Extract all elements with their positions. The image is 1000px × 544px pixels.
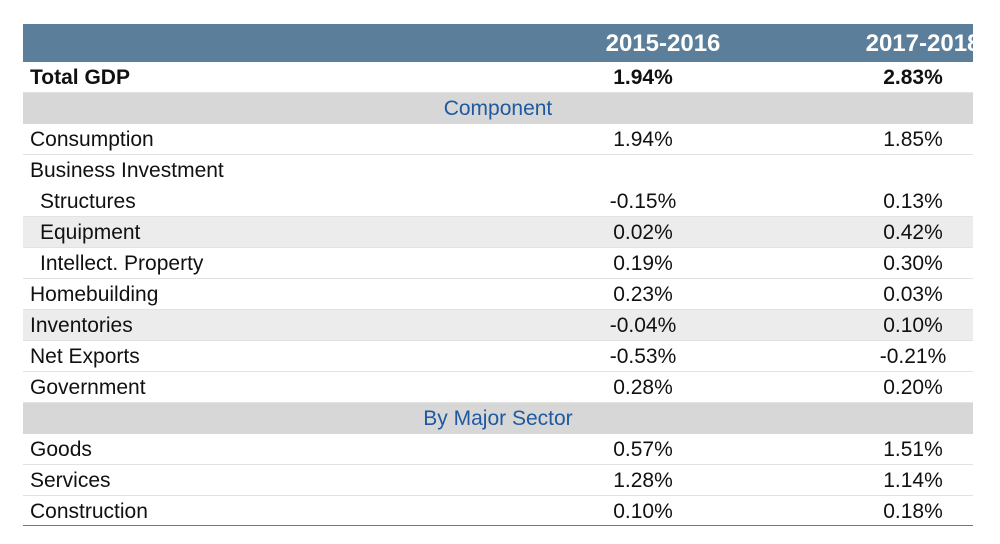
cell-2017-2018: 0.10% xyxy=(883,314,943,337)
cell-2015-2016: 0.23% xyxy=(613,283,673,306)
cell-2015-2016: 0.28% xyxy=(613,376,673,399)
table-row: Business Investment xyxy=(23,155,973,186)
row-label: Structures xyxy=(40,190,136,213)
cell-2015-2016: -0.15% xyxy=(609,190,677,213)
cell-2015-2016: 0.10% xyxy=(613,500,673,523)
row-label: Inventories xyxy=(30,314,133,337)
table-row: Intellect. Property 0.19% 0.30% xyxy=(23,248,973,279)
cell-2017-2018: 2.83% xyxy=(883,66,943,89)
column-header-2015-2016: 2015-2016 xyxy=(605,30,721,57)
total-gdp-row: Total GDP 1.94% 2.83% xyxy=(23,62,973,93)
cell-2017-2018: 0.30% xyxy=(883,252,943,275)
cell-2017-2018: 1.14% xyxy=(883,469,943,492)
table-row: Inventories -0.04% 0.10% xyxy=(23,310,973,341)
cell-2017-2018: 0.42% xyxy=(883,221,943,244)
cell-2015-2016: 0.02% xyxy=(613,221,673,244)
column-header-2017-2018: 2017-2018 xyxy=(865,30,981,57)
cell-2017-2018: 0.18% xyxy=(883,500,943,523)
cell-2015-2016: -0.04% xyxy=(609,314,677,337)
table-header-row: 2015-2016 2017-2018 xyxy=(23,24,980,62)
row-label: Equipment xyxy=(40,221,141,244)
cell-2015-2016: 0.19% xyxy=(613,252,673,275)
table-row: Homebuilding 0.23% 0.03% xyxy=(23,279,973,310)
table-row: Construction 0.10% 0.18% xyxy=(23,496,973,527)
row-label: Business Investment xyxy=(30,159,224,182)
row-label: Net Exports xyxy=(30,345,140,368)
row-label: Goods xyxy=(30,438,92,461)
cell-2015-2016: -0.53% xyxy=(609,345,677,368)
section-header-by-major-sector: By Major Sector xyxy=(23,403,973,434)
cell-2017-2018: 1.85% xyxy=(883,128,943,151)
cell-2017-2018: 0.03% xyxy=(883,283,943,306)
cell-2015-2016: 1.28% xyxy=(613,469,673,492)
row-label: Intellect. Property xyxy=(40,252,204,275)
section-label: Component xyxy=(443,97,553,120)
table-row: Government 0.28% 0.20% xyxy=(23,372,973,403)
table-row: Structures -0.15% 0.13% xyxy=(23,186,973,217)
row-label: Services xyxy=(30,469,111,492)
row-label: Consumption xyxy=(30,128,154,151)
table-row: Services 1.28% 1.14% xyxy=(23,465,973,496)
table-row: Goods 0.57% 1.51% xyxy=(23,434,973,465)
row-label: Total GDP xyxy=(30,66,130,89)
cell-2017-2018: -0.21% xyxy=(879,345,947,368)
table-row: Net Exports -0.53% -0.21% xyxy=(23,341,973,372)
table-row: Equipment 0.02% 0.42% xyxy=(23,217,973,248)
row-label: Homebuilding xyxy=(30,283,159,306)
gdp-contribution-table: 2015-2016 2017-2018 Total GDP 1.94% 2.83… xyxy=(23,24,980,527)
section-header-component: Component xyxy=(23,93,973,124)
cell-2017-2018: 0.13% xyxy=(883,190,943,213)
cell-2015-2016: 1.94% xyxy=(613,66,673,89)
cell-2015-2016: 0.57% xyxy=(613,438,673,461)
table-row: Consumption 1.94% 1.85% xyxy=(23,124,973,155)
cell-2015-2016: 1.94% xyxy=(613,128,673,151)
section-label: By Major Sector xyxy=(423,407,573,430)
row-label: Construction xyxy=(30,500,148,523)
cell-2017-2018: 1.51% xyxy=(883,438,943,461)
row-label: Government xyxy=(30,376,146,399)
table-bottom-rule xyxy=(23,525,973,526)
cell-2017-2018: 0.20% xyxy=(883,376,943,399)
